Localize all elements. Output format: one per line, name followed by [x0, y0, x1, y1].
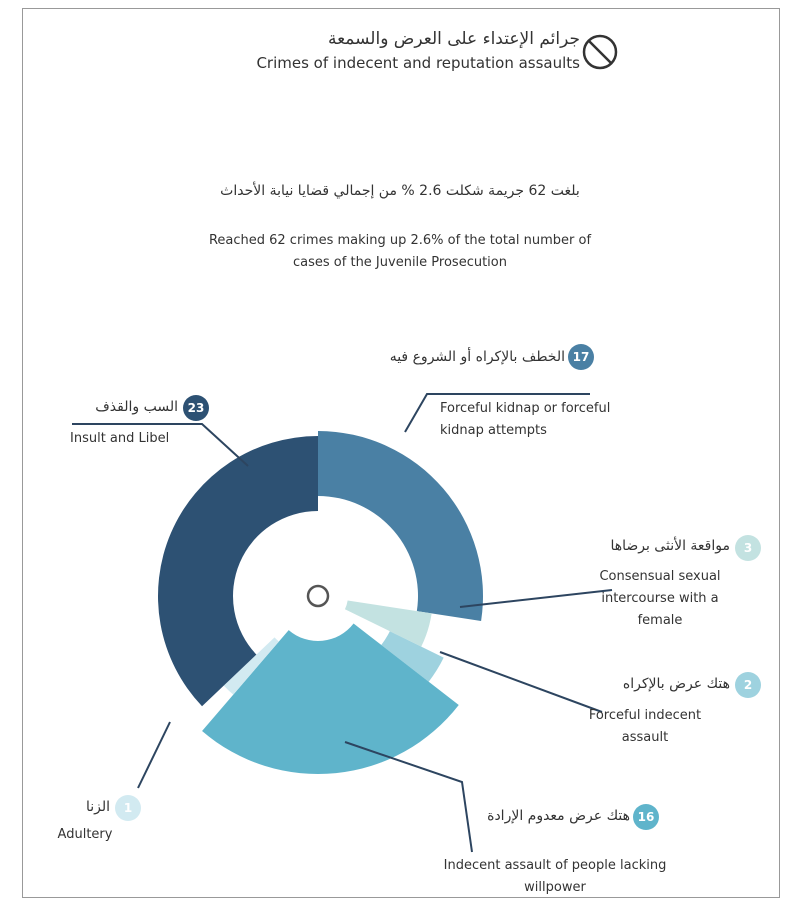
label-ar: الخطف بالإكراه أو الشروع فيه: [389, 349, 565, 365]
label-ar: هتك عرض معدوم الإرادة: [487, 808, 630, 824]
value-badge: 2: [735, 672, 761, 698]
value-badge: 16: [633, 804, 659, 830]
slice: [202, 623, 459, 774]
leader-line: [344, 741, 473, 853]
icon: [582, 34, 618, 70]
label: Adultery: [57, 827, 113, 842]
label-ar: الزنا: [85, 799, 110, 815]
leader-line: [439, 651, 603, 713]
label: Indecent assault of people lacking willp…: [443, 858, 667, 895]
title: Crimes of indecent and reputation assaul…: [256, 54, 580, 72]
value-badge: 1: [115, 795, 141, 821]
slice: [344, 600, 432, 647]
label-ar: هتك عرض بالإكراه: [622, 676, 730, 692]
frame: [22, 8, 780, 898]
label-ar: السب والقذف: [95, 399, 178, 415]
value-badge: 17: [568, 344, 594, 370]
icon-slash: [588, 40, 612, 64]
leader-line: [404, 393, 590, 433]
center-dot: [306, 584, 330, 608]
value-badge: 23: [183, 395, 209, 421]
subtitle-ar: بلغت 62 جريمة شكلت 2.6 % من إجمالي قضايا…: [220, 183, 580, 199]
label: Insult and Libel: [70, 431, 170, 446]
slice: [223, 637, 279, 695]
label: Consensual sexual intercourse with a fem…: [599, 569, 721, 628]
label-ar: مواقعة الأنثى برضاها: [610, 538, 730, 554]
subtitle: Reached 62 crimes making up 2.6% of the …: [208, 233, 592, 270]
slice: [381, 631, 444, 682]
leader-line: [137, 721, 171, 789]
slice: [318, 431, 483, 621]
label: Forceful indecent assault: [588, 708, 702, 745]
title-ar: جرائم الإعتداء على العرض والسمعة: [327, 29, 580, 49]
value-badge: 3: [735, 535, 761, 561]
leader-line: [459, 589, 613, 608]
leader-line: [72, 423, 249, 467]
slice: [158, 436, 318, 707]
label: Forceful kidnap or forceful kidnap attem…: [440, 401, 611, 438]
